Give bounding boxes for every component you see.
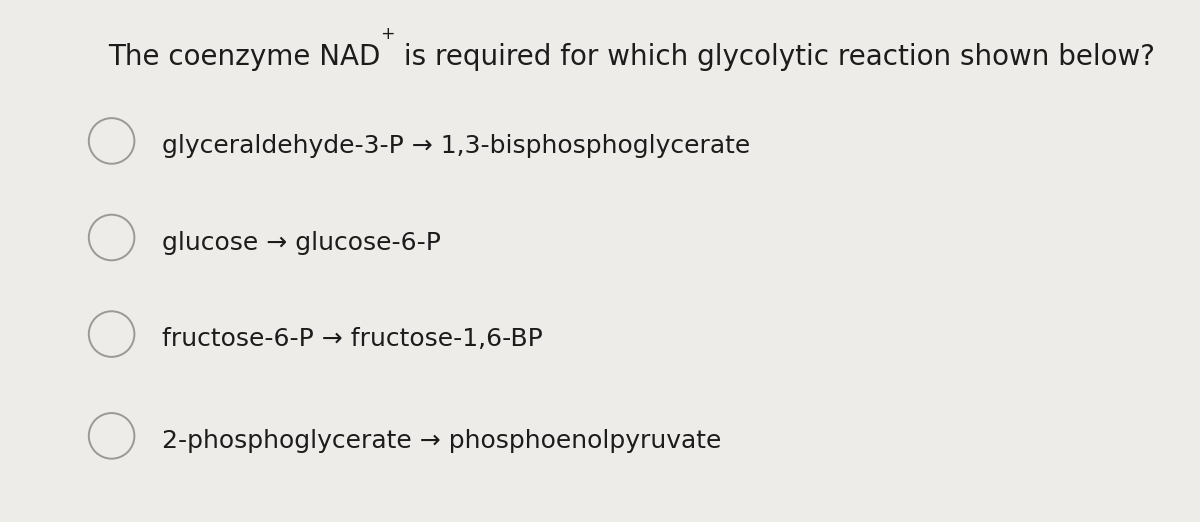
Text: fructose-6-P → fructose-1,6-BP: fructose-6-P → fructose-1,6-BP	[162, 327, 542, 351]
Text: is required for which glycolytic reaction shown below?: is required for which glycolytic reactio…	[395, 43, 1154, 71]
Text: The coenzyme NAD: The coenzyme NAD	[108, 43, 380, 71]
Text: glucose → glucose-6-P: glucose → glucose-6-P	[162, 231, 440, 255]
Text: 2-phosphoglycerate → phosphoenolpyruvate: 2-phosphoglycerate → phosphoenolpyruvate	[162, 429, 721, 453]
Text: glyceraldehyde-3-P → 1,3-bisphosphoglycerate: glyceraldehyde-3-P → 1,3-bisphosphoglyce…	[162, 134, 750, 158]
Text: +: +	[380, 25, 395, 43]
